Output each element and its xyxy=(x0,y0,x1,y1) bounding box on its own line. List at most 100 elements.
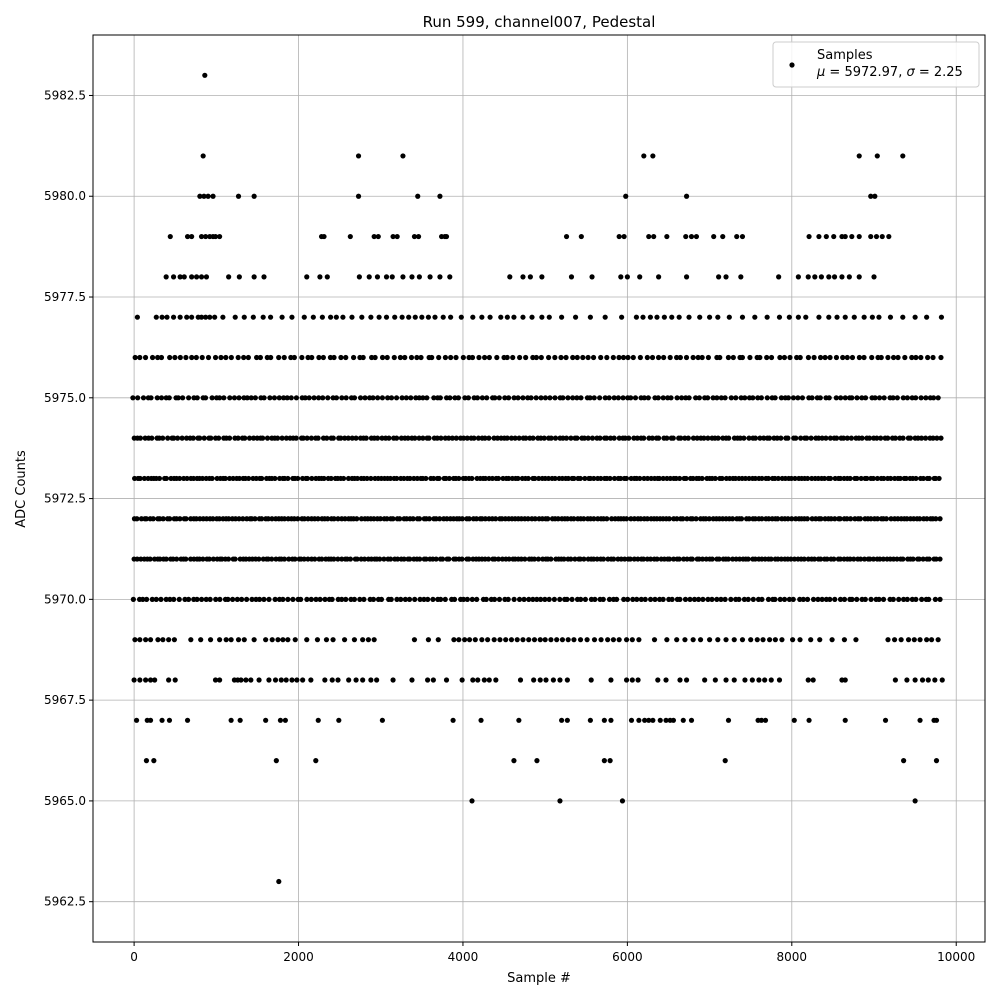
sample-point xyxy=(508,637,515,643)
sample-point xyxy=(240,516,246,522)
sample-point xyxy=(402,596,408,602)
sample-point xyxy=(155,354,161,361)
sample-point xyxy=(718,395,724,401)
sample-point xyxy=(716,274,722,280)
sample-point xyxy=(693,233,700,240)
sample-point xyxy=(172,677,178,683)
sample-point xyxy=(408,354,415,361)
sample-point xyxy=(742,475,749,482)
sample-point xyxy=(504,354,510,361)
sample-point xyxy=(745,556,751,562)
sample-point xyxy=(700,596,706,602)
sample-point xyxy=(591,637,598,643)
sample-point xyxy=(158,596,164,602)
sample-point xyxy=(437,395,443,401)
sample-point xyxy=(142,354,149,361)
sample-point xyxy=(462,395,468,401)
sample-point xyxy=(223,354,229,361)
sample-point xyxy=(399,314,405,320)
sample-point xyxy=(737,435,743,441)
sample-point xyxy=(625,596,631,602)
sample-point xyxy=(217,596,223,602)
sample-point xyxy=(167,596,173,602)
sample-point xyxy=(611,475,618,482)
sample-point xyxy=(778,395,785,401)
sample-point xyxy=(623,516,630,522)
sample-point xyxy=(930,435,936,441)
sample-point xyxy=(393,395,400,401)
sample-point xyxy=(183,354,189,361)
sample-point xyxy=(874,153,880,159)
sample-point xyxy=(315,516,321,522)
sample-point xyxy=(690,435,697,441)
sample-point xyxy=(443,233,450,240)
sample-point xyxy=(627,556,633,562)
x-tick-label: 2000 xyxy=(283,950,314,964)
sample-point xyxy=(683,677,690,683)
sample-point xyxy=(183,556,189,562)
sample-point xyxy=(174,556,180,562)
sample-point xyxy=(148,395,154,401)
sample-point xyxy=(347,233,353,240)
sample-point xyxy=(628,717,635,723)
sample-point xyxy=(238,677,244,683)
sample-point xyxy=(669,596,675,602)
sample-point xyxy=(133,717,140,723)
sample-point xyxy=(571,516,577,522)
sample-point xyxy=(459,556,465,562)
sample-point xyxy=(181,274,187,280)
sample-point xyxy=(206,556,212,562)
sample-point xyxy=(147,677,154,683)
sample-point xyxy=(256,677,262,683)
sample-point xyxy=(189,274,195,280)
sample-point xyxy=(163,475,170,482)
sample-point xyxy=(197,435,203,441)
sample-point xyxy=(678,435,684,441)
sample-point xyxy=(577,556,583,562)
sample-point xyxy=(231,395,238,401)
sample-point xyxy=(767,637,773,643)
sample-point xyxy=(143,516,149,522)
sample-point xyxy=(805,274,811,280)
sample-point xyxy=(228,354,234,361)
sample-point xyxy=(511,395,517,401)
sample-point xyxy=(368,677,374,683)
sample-point xyxy=(346,677,352,683)
sample-point xyxy=(623,677,630,683)
sample-point xyxy=(616,435,622,441)
sample-point xyxy=(772,596,778,602)
sample-point xyxy=(933,758,940,764)
sample-point xyxy=(604,435,610,441)
sample-point xyxy=(378,596,385,602)
sample-point xyxy=(578,233,584,240)
sample-point xyxy=(598,354,604,361)
sample-point xyxy=(357,395,364,401)
sample-point xyxy=(697,637,704,643)
sample-point xyxy=(300,435,306,441)
sample-point xyxy=(469,475,475,482)
sample-point xyxy=(714,395,720,401)
sample-point xyxy=(572,556,578,562)
sample-point xyxy=(602,314,608,320)
sample-point xyxy=(135,395,141,401)
sample-point xyxy=(787,354,793,361)
sample-point xyxy=(542,596,548,602)
sample-point xyxy=(695,354,701,361)
sample-point xyxy=(882,717,889,723)
sample-point xyxy=(598,475,604,482)
sample-point xyxy=(922,435,929,441)
sample-point xyxy=(308,596,314,602)
sample-point xyxy=(339,556,345,562)
sample-point xyxy=(478,717,484,723)
sample-point xyxy=(636,637,642,643)
sample-point xyxy=(910,556,916,562)
sample-point xyxy=(912,677,918,683)
sample-point xyxy=(871,274,877,280)
sample-point xyxy=(798,435,804,441)
sample-point xyxy=(831,556,837,562)
sample-point xyxy=(849,233,855,240)
sample-point xyxy=(284,395,290,401)
sample-point xyxy=(804,435,810,441)
sample-point xyxy=(808,435,814,441)
sample-point xyxy=(538,395,544,401)
